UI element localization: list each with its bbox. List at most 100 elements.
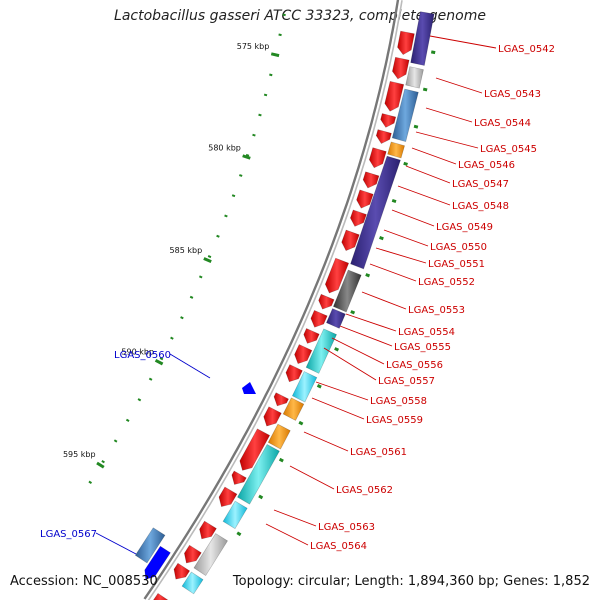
scale-minor-tick <box>269 73 273 77</box>
feature-tick-mark <box>391 198 397 204</box>
gene-arrow-forward <box>384 80 405 112</box>
gene-label-leader <box>435 77 483 94</box>
gene-label-leader <box>415 131 479 149</box>
gene-arrow-forward <box>362 171 380 189</box>
feature-tick-mark <box>379 236 384 241</box>
gene-label: LGAS_0563 <box>318 522 375 533</box>
gene-arrow-forward <box>153 592 169 600</box>
feature-tick-mark <box>430 50 436 55</box>
scale-minor-tick <box>278 33 282 37</box>
scale-minor-tick <box>198 275 203 279</box>
gene-label: LGAS_0549 <box>436 222 493 233</box>
scale-tick-label: 590 kbp <box>121 347 154 356</box>
gene-label: LGAS_0567 <box>40 529 97 540</box>
feature-tick-mark <box>403 161 408 166</box>
gene-label: LGAS_0554 <box>398 327 455 338</box>
gene-label-leader <box>315 381 369 401</box>
scale-minor-tick <box>159 357 164 361</box>
feature-tick-mark <box>413 124 419 129</box>
gene-label-leader <box>397 185 451 206</box>
gene-label-leader <box>311 397 365 420</box>
gene-label: LGAS_0542 <box>498 44 555 55</box>
gene-label: LGAS_0561 <box>350 447 407 458</box>
feature-tick-mark <box>350 310 356 315</box>
gene-label-leader <box>289 465 335 490</box>
gene-label: LGAS_0559 <box>366 415 423 426</box>
gene-label: LGAS_0547 <box>452 179 509 190</box>
cog-category-block <box>291 371 318 403</box>
scale-minor-tick <box>207 255 212 259</box>
gene-arrow-forward <box>273 392 289 407</box>
feature-tick-mark <box>258 494 264 500</box>
cog-category-block <box>350 155 401 270</box>
scale-tick-label: 575 kbp <box>237 42 270 51</box>
gene-label-leader <box>265 523 309 546</box>
scale-minor-tick <box>101 459 105 464</box>
scale-minor-tick <box>148 377 153 381</box>
gene-arrow-forward <box>368 147 387 169</box>
scale-minor-tick <box>170 336 174 340</box>
gene-label-leader <box>273 509 317 527</box>
cog-category-block <box>332 269 362 313</box>
gene-label: LGAS_0550 <box>430 242 487 253</box>
gene-label-leader <box>331 337 385 365</box>
cog-category-block <box>282 397 305 421</box>
gene-label-leader <box>323 347 377 381</box>
gene-arrow-forward <box>392 56 410 80</box>
gene-label: LGAS_0545 <box>480 144 537 155</box>
scale-major-tick <box>154 358 164 366</box>
gene-label: LGAS_0564 <box>310 541 367 552</box>
gene-arrow-forward <box>397 30 415 56</box>
gene-arrow-forward <box>318 293 335 310</box>
gene-label: LGAS_0552 <box>418 277 475 288</box>
cog-category-block <box>387 141 405 159</box>
gene-label-leader <box>345 313 397 332</box>
gene-arrow-forward <box>324 257 350 294</box>
scale-minor-tick <box>258 113 262 117</box>
scale-major-tick <box>270 52 280 58</box>
gene-arrow-forward <box>218 486 238 508</box>
scale-minor-tick <box>113 439 118 443</box>
feature-tick-mark <box>236 531 242 537</box>
scale-tick-label: 585 kbp <box>170 246 203 255</box>
gene-label-leader <box>369 263 417 282</box>
backbone-inner-line <box>143 0 400 600</box>
gene-label: LGAS_0544 <box>474 118 531 129</box>
gene-label-leader <box>429 35 497 49</box>
scale-minor-tick <box>180 316 184 320</box>
gene-label-leader <box>169 353 211 379</box>
gene-label: LGAS_0562 <box>336 485 393 496</box>
gene-arrow-forward <box>239 428 271 471</box>
scale-minor-tick <box>239 174 243 177</box>
scale-major-tick <box>203 257 212 264</box>
scale-minor-tick <box>263 93 268 97</box>
feature-tick-mark <box>365 273 371 278</box>
gene-label: LGAS_0556 <box>386 360 443 371</box>
scale-major-tick <box>96 461 105 469</box>
feature-tick-mark <box>316 384 322 389</box>
scale-minor-tick <box>189 295 194 299</box>
feature-tick-mark <box>278 457 284 463</box>
scale-minor-tick <box>252 133 256 137</box>
cog-category-block <box>267 423 291 450</box>
gene-arrow-forward <box>199 520 217 540</box>
gene-label: LGAS_0543 <box>484 89 541 100</box>
scale-minor-tick <box>224 214 228 218</box>
gene-arrow-forward <box>173 562 191 580</box>
gene-arrow-reverse <box>242 382 256 394</box>
gene-arrow-forward <box>263 406 282 427</box>
gene-label-leader <box>303 431 349 452</box>
gene-arrow-forward <box>231 470 247 485</box>
scale-minor-tick <box>245 153 250 157</box>
gene-label-leader <box>383 229 429 247</box>
cog-category-block <box>181 571 204 595</box>
gene-arrow-forward <box>380 113 397 128</box>
gene-arrow-reverse <box>144 545 171 580</box>
scale-minor-tick <box>216 234 220 238</box>
gene-arrow-forward <box>303 328 320 344</box>
scale-tick-label: 595 kbp <box>63 450 96 459</box>
gene-label: LGAS_0555 <box>394 342 451 353</box>
scale-tick-label: 580 kbp <box>208 143 241 152</box>
gene-label-leader <box>361 291 407 310</box>
